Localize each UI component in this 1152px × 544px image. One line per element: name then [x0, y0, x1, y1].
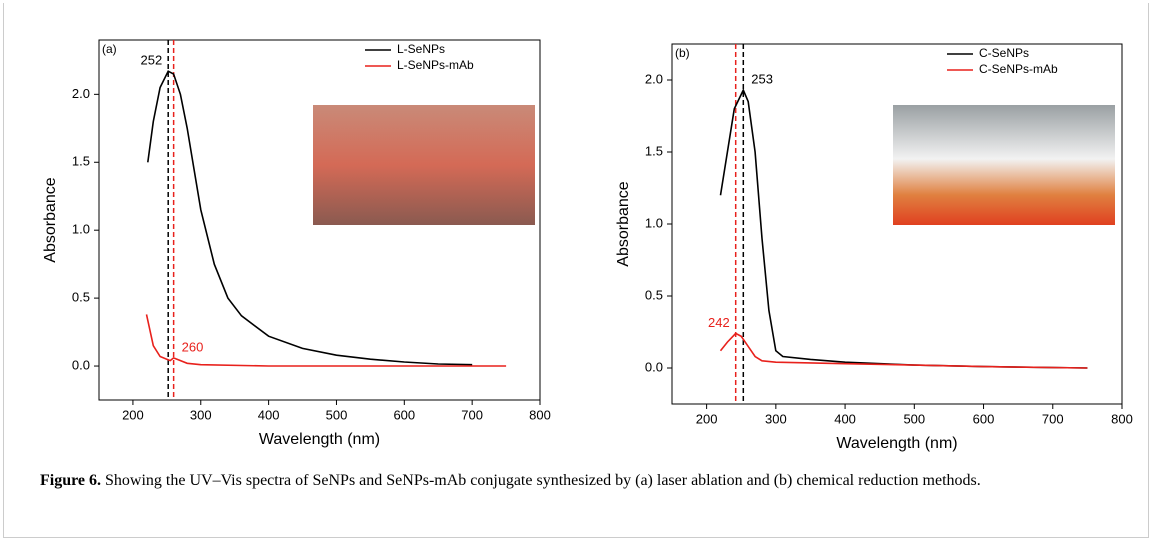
y-tick-label: 0.0	[72, 357, 90, 372]
plot-frame	[98, 39, 541, 401]
y-tick-label: 0.5	[645, 287, 663, 302]
series-line	[145, 314, 507, 367]
y-axis-label: Absorbance	[42, 177, 59, 262]
y-tick-label: 2.0	[72, 86, 90, 101]
y-tick-label: 0.5	[72, 290, 90, 305]
x-axis-label: Wavelength (nm)	[259, 431, 380, 448]
figure-frame	[3, 3, 1149, 538]
y-tick-label: 1.0	[645, 215, 663, 230]
caption: Figure 6. Showing the UV–Vis spectra of …	[40, 470, 1120, 492]
x-tick-label: 400	[834, 411, 856, 426]
y-tick-label: 1.5	[72, 154, 90, 169]
series-line	[147, 70, 473, 366]
legend-label: C-SeNPs-mAb	[979, 62, 1058, 76]
peak-label: 242	[708, 315, 730, 330]
inset-photo	[893, 105, 1115, 225]
y-axis-label: Absorbance	[615, 181, 632, 266]
y-tick-label: 1.0	[72, 222, 90, 237]
peak-label: 253	[751, 72, 773, 87]
legend-label: L-SeNPs	[397, 42, 445, 56]
series-line	[719, 332, 1088, 369]
x-tick-label: 500	[903, 411, 925, 426]
x-tick-label: 800	[529, 407, 551, 422]
inset-photo	[313, 105, 535, 225]
x-tick-label: 300	[765, 411, 787, 426]
x-tick-label: 400	[258, 407, 280, 422]
x-axis-label: Wavelength (nm)	[836, 435, 957, 452]
y-tick-label: 0.0	[645, 359, 663, 374]
x-tick-label: 800	[1111, 411, 1133, 426]
x-tick-label: 700	[461, 407, 483, 422]
x-tick-label: 500	[326, 407, 348, 422]
x-tick-label: 600	[393, 407, 415, 422]
peak-label: 260	[182, 339, 204, 354]
x-tick-label: 300	[190, 407, 212, 422]
panel-label: (a)	[102, 42, 117, 56]
y-tick-label: 2.0	[645, 71, 663, 86]
panel-label: (b)	[675, 46, 690, 60]
peak-label: 252	[140, 53, 162, 68]
x-tick-label: 700	[1042, 411, 1064, 426]
legend-label: C-SeNPs	[979, 46, 1029, 60]
figure: 200 300 400 500 600 700 800 0.0 0.5 1.0 1.5 2.0 Wave…	[42, 39, 1133, 452]
y-tick-label: 1.5	[645, 143, 663, 158]
caption-text: Showing the UV–Vis spectra of SeNPs and …	[105, 472, 981, 489]
legend-label: L-SeNPs-mAb	[397, 58, 474, 72]
x-tick-label: 200	[696, 411, 718, 426]
x-tick-label: 600	[973, 411, 995, 426]
x-tick-label: 200	[122, 407, 144, 422]
caption-label: Figure 6.	[40, 472, 102, 489]
